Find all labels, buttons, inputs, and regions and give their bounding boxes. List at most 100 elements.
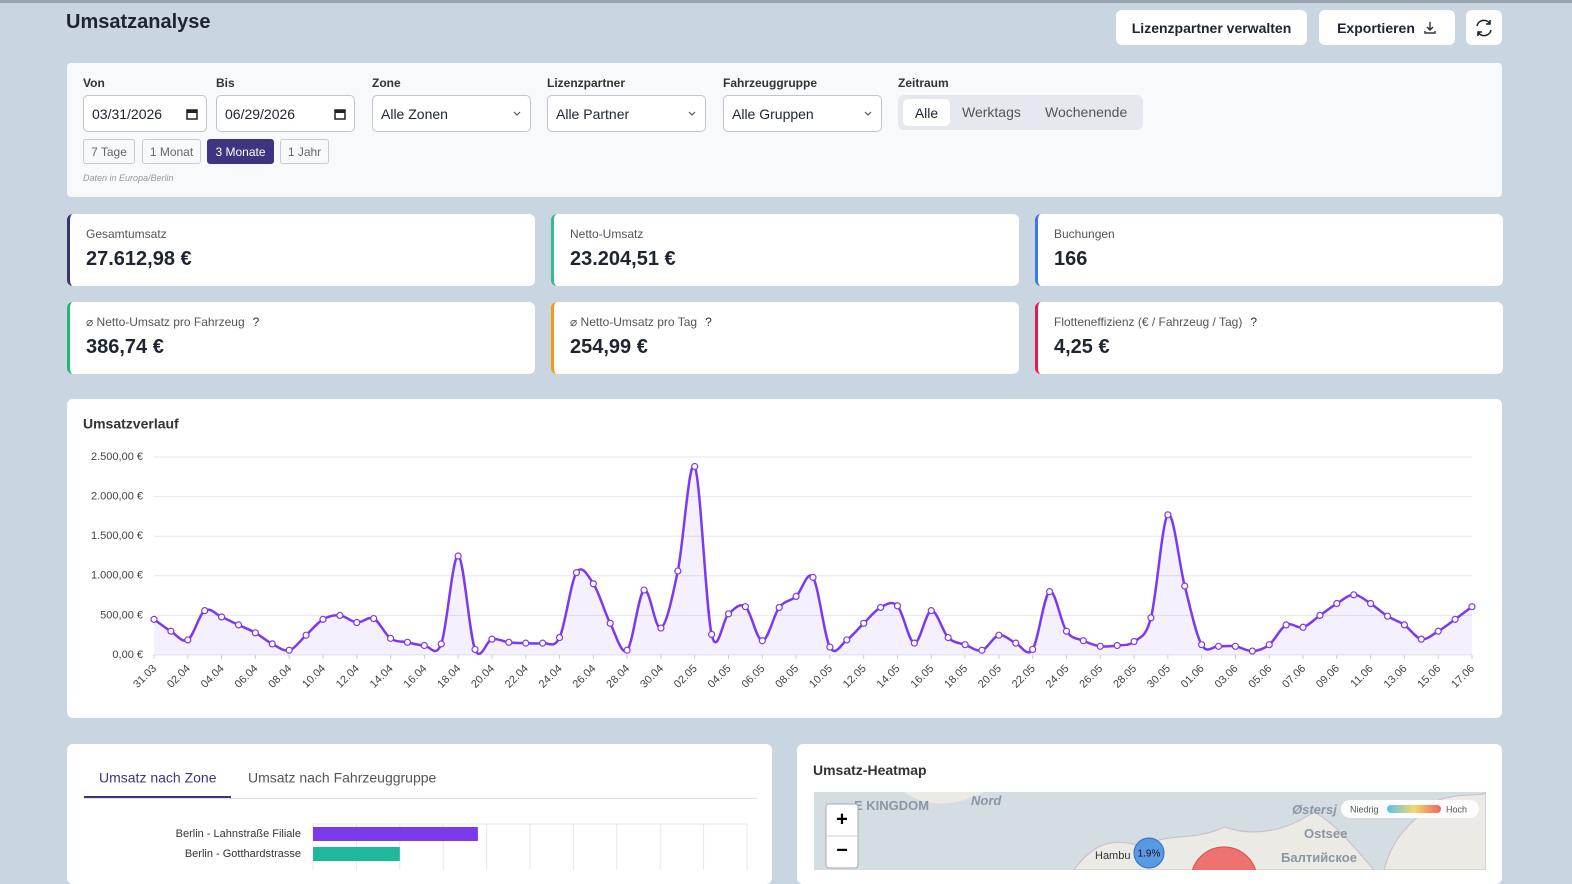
point [184,636,192,644]
map-label: E KINGDOM [854,798,929,813]
kpi-value: 4,25 € [1054,336,1110,358]
kpi-value: 254,99 € [570,336,648,358]
y-tick-label: Berlin - Lahnstraße Filiale [176,828,301,840]
chevron [688,111,696,116]
point [691,462,699,471]
date-input[interactable]: 03/31/2026 [83,95,207,132]
point [792,592,800,600]
point [1181,582,1189,590]
point [843,636,851,644]
download-icon [1424,21,1436,34]
top-border [0,0,1572,3]
x-tick-label: 18.05 [942,663,970,691]
zoom-out[interactable]: − [836,839,848,861]
point [370,614,378,623]
y-tick-label: 2.000,00 € [91,491,143,503]
zoom-in[interactable]: + [836,808,848,830]
point [708,630,716,639]
map-label: Балтийское [1281,850,1357,865]
point [1400,621,1409,629]
button[interactable]: Exportieren [1319,10,1455,45]
point [1079,637,1087,645]
x-tick-label: 26.05 [1077,663,1105,691]
input-value: 06/29/2026 [225,105,296,122]
tab[interactable]: Umsatz nach Fahrzeuggruppe [248,770,437,786]
bar-chart: Umsatz nach Zone Umsatz nach Fahrzeuggru… [84,770,757,870]
x-tick-label: 08.05 [773,663,801,691]
filter-label: Lizenzpartner [547,76,626,90]
point [640,586,648,594]
x-tick-label: 15.06 [1415,663,1443,691]
point [910,639,918,647]
point [1231,642,1240,650]
point [1096,642,1104,650]
preset-button[interactable]: 7 Tage [83,139,135,164]
map: E KINGDOM Nord Østersj Ostsee Балтийское… [814,792,1486,870]
x-tick-label: 17.06 [1449,663,1477,691]
segment-active[interactable]: Alle [903,99,950,126]
point [488,635,496,643]
x-tick-label: 06.05 [739,663,767,691]
point [201,607,209,615]
legend-gradient [1387,805,1441,813]
input-value: 03/31/2026 [92,105,163,122]
point [1316,611,1324,619]
date-input[interactable]: 06/29/2026 [216,95,355,132]
line [153,464,1473,656]
point [572,569,581,577]
x-tick-label: 10.04 [300,663,328,691]
point [336,611,344,619]
button[interactable]: Lizenzpartner verwalten [1116,10,1307,45]
point [1147,614,1155,622]
map-label: Hambu [1095,850,1130,862]
x-tick-label: 20.05 [976,663,1004,691]
y-tick-label: 500,00 € [100,609,143,621]
map-bubble[interactable] [1133,837,1165,869]
select[interactable]: Alle Partner [547,95,706,132]
refresh-button[interactable] [1466,10,1502,45]
kpi-value: 166 [1054,248,1088,270]
preset-button[interactable]: 1 Monat [142,139,201,164]
tab-active[interactable]: Umsatz nach Zone [99,770,217,786]
map-bubble[interactable] [1191,846,1257,870]
preset-button[interactable]: 1 Jahr [280,139,329,164]
kpi-card: Gesamtumsatz 27.612,98 € [67,214,535,286]
point [775,603,783,612]
segment-label[interactable]: Wochenende [1045,104,1128,120]
preset-button-active[interactable]: 3 Monate [207,139,274,164]
point [454,552,462,560]
point [150,615,158,623]
kpi-label: ⌀ Netto-Umsatz pro Tag? [570,315,712,329]
x-tick-label: 16.04 [402,663,430,691]
point [876,603,885,612]
x-tick-label: 18.04 [435,663,463,691]
kpi-card: ⌀ Netto-Umsatz pro Tag? 254,99 € [551,302,1019,374]
filter-label: Zone [372,76,401,90]
point [251,629,259,637]
point [1214,642,1223,650]
x-tick-label: 11.06 [1348,663,1375,690]
x-tick-label: 31.03 [131,663,159,691]
point [471,645,479,654]
segment-label: Alle [914,104,939,121]
select[interactable]: Alle Gruppen [723,95,882,132]
point [944,633,952,642]
point [217,613,226,621]
point [927,607,935,615]
point [437,640,445,648]
point [353,618,361,627]
bar-card [67,744,772,884]
x-tick-label: 14.05 [875,663,903,691]
kpi-label: ⌀ Netto-Umsatz pro Fahrzeug? [86,315,260,329]
point [860,619,868,627]
map-label: Nord [971,793,1002,808]
segment-label[interactable]: Werktags [962,104,1021,120]
point [1248,647,1256,655]
x-tick-label: 02.05 [672,663,700,691]
point [758,637,766,645]
kpi-card: Netto-Umsatz 23.204,51 € [551,214,1019,286]
y-tick-label: 2.500,00 € [91,451,143,463]
x-tick-label: 22.05 [1010,663,1038,691]
select[interactable]: Alle Zonen [372,95,531,132]
